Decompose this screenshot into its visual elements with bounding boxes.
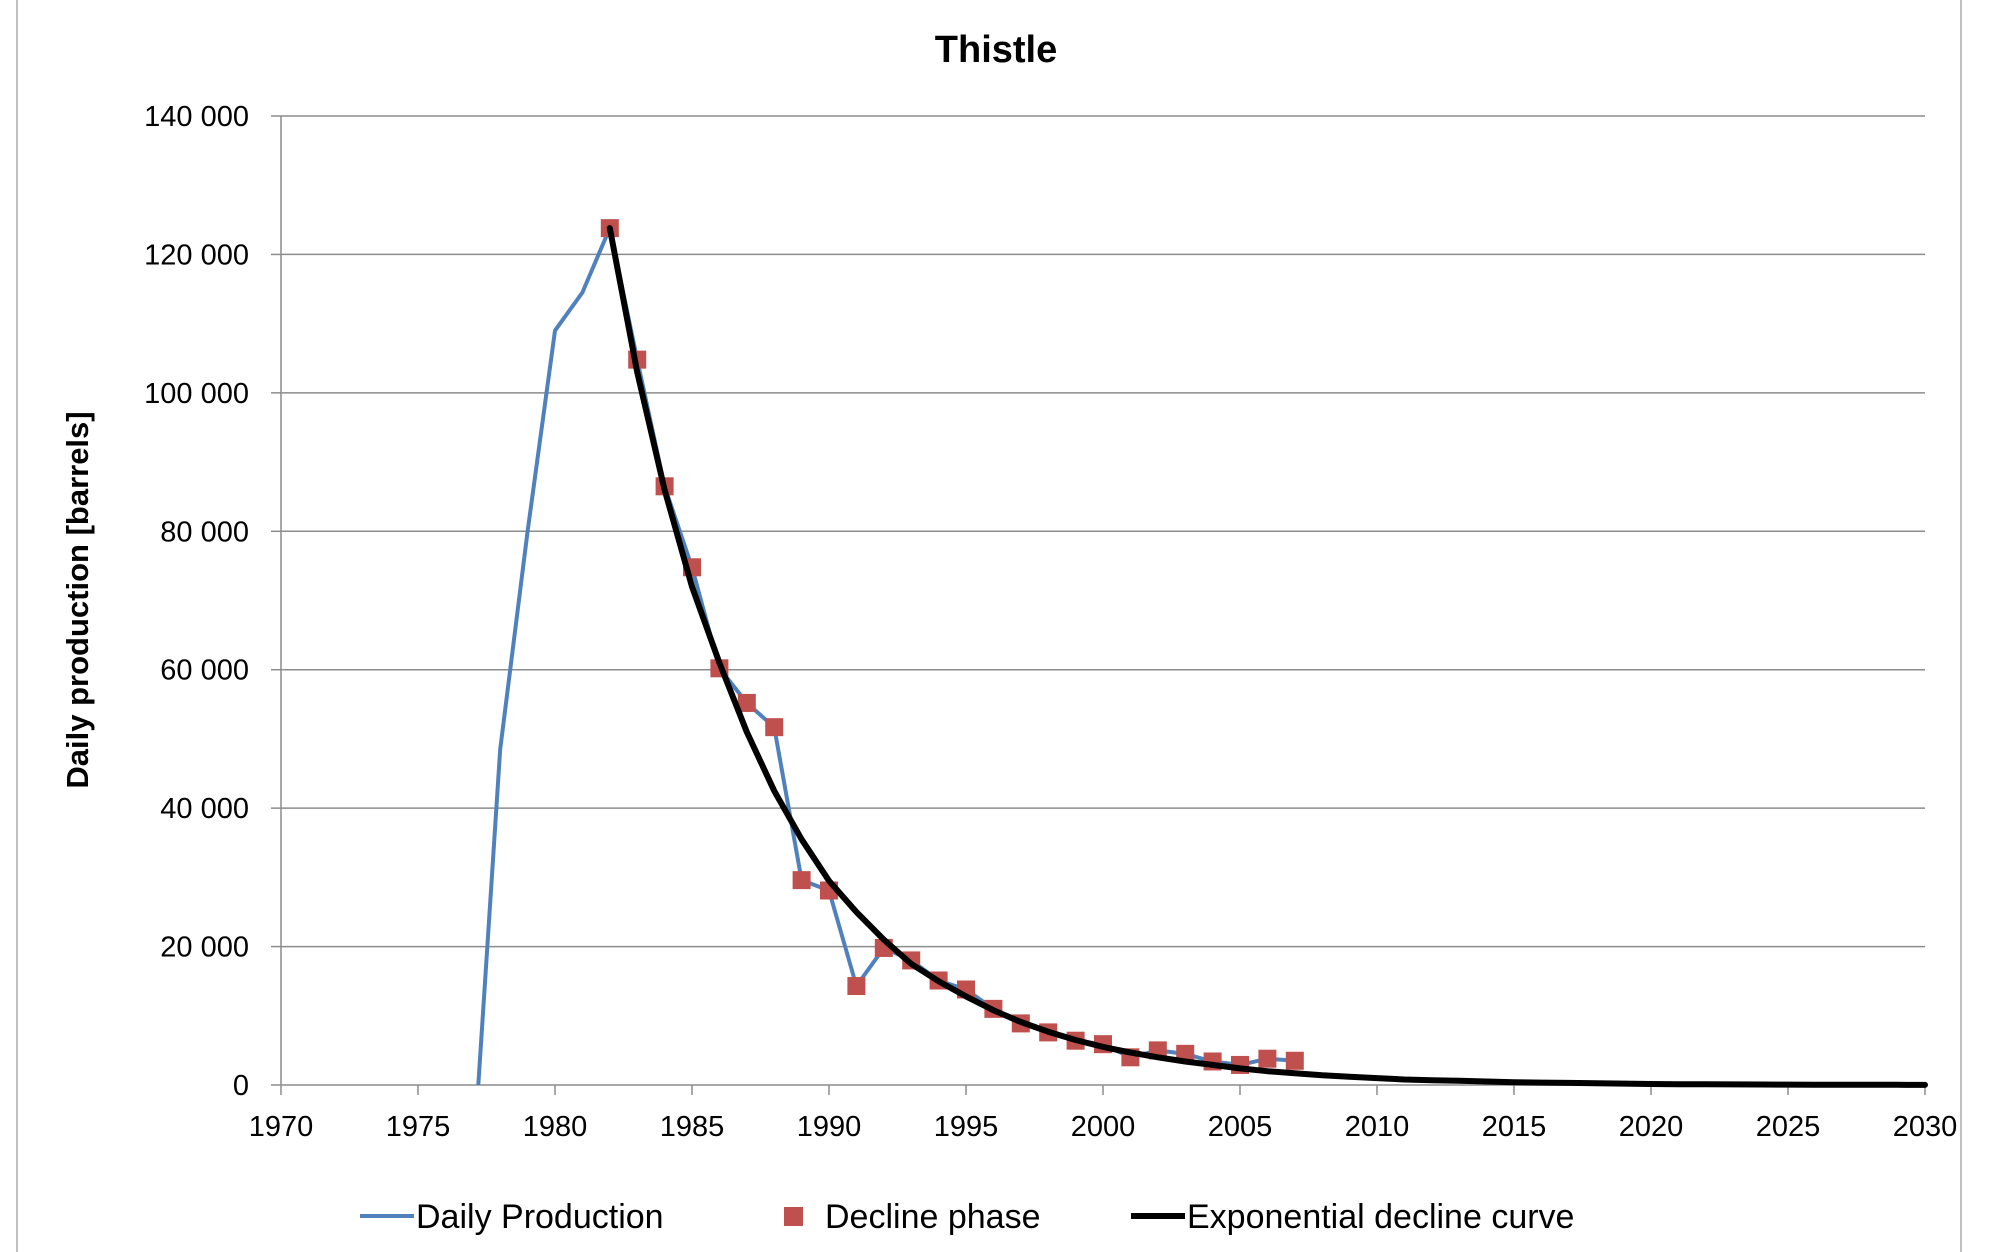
y-tick-labels: 0 20 000 40 000 60 000 80 000 100 000 120 000 1…	[144, 101, 249, 1102]
legend-swatch-decline-phase	[784, 1207, 803, 1226]
y-tick-label: 40 000	[160, 793, 249, 825]
legend-label-decline-phase: Decline phase	[825, 1198, 1040, 1236]
legend-label-daily-production: Daily Production	[416, 1198, 664, 1236]
series-exponential-decline-line	[606, 225, 1928, 1088]
y-tick-label: 20 000	[160, 932, 249, 964]
x-tick-label: 2015	[1482, 1111, 1547, 1143]
y-tick-label: 80 000	[160, 516, 249, 548]
x-tick-label: 2000	[1071, 1111, 1136, 1143]
x-tick-label: 2005	[1208, 1111, 1273, 1143]
legend: Daily Production Decline phase Exponential…	[360, 1198, 1574, 1236]
y-tick-label: 120 000	[144, 239, 249, 271]
y-tick-label: 60 000	[160, 655, 249, 687]
x-tick-label: 1985	[660, 1111, 725, 1143]
chart-frame	[16, 0, 1962, 1252]
y-tick-label: 0	[233, 1070, 249, 1102]
decline-phase-point	[847, 977, 866, 996]
decline-phase-point	[765, 718, 784, 737]
chart-title: Thistle	[935, 29, 1057, 71]
decline-phase-point	[792, 871, 811, 890]
x-tick-label: 2025	[1756, 1111, 1821, 1143]
y-tick-label: 100 000	[144, 378, 249, 410]
x-tick-label: 2030	[1893, 1111, 1958, 1143]
decline-phase-point	[1285, 1051, 1304, 1070]
x-tick-labels: 1970 1975 1980 1985 1990 1995 2000 2005 2010 2015…	[249, 1111, 1958, 1143]
decline-phase-point	[1258, 1049, 1277, 1068]
x-tick-label: 2020	[1619, 1111, 1684, 1143]
decline-phase-point	[737, 693, 756, 712]
x-tick-label: 1970	[249, 1111, 314, 1143]
y-axis-label: Daily production [barrels]	[60, 411, 95, 788]
x-tick-label: 1995	[934, 1111, 999, 1143]
y-tick-label: 140 000	[144, 101, 249, 133]
plot-area	[476, 219, 1928, 1088]
x-tick-label: 2010	[1345, 1111, 1410, 1143]
x-tick-label: 1990	[797, 1111, 862, 1143]
x-tick-label: 1980	[523, 1111, 588, 1143]
legend-label-exponential-decline: Exponential decline curve	[1187, 1198, 1574, 1236]
gridlines	[281, 115, 1925, 948]
x-tick-label: 1975	[386, 1111, 451, 1143]
